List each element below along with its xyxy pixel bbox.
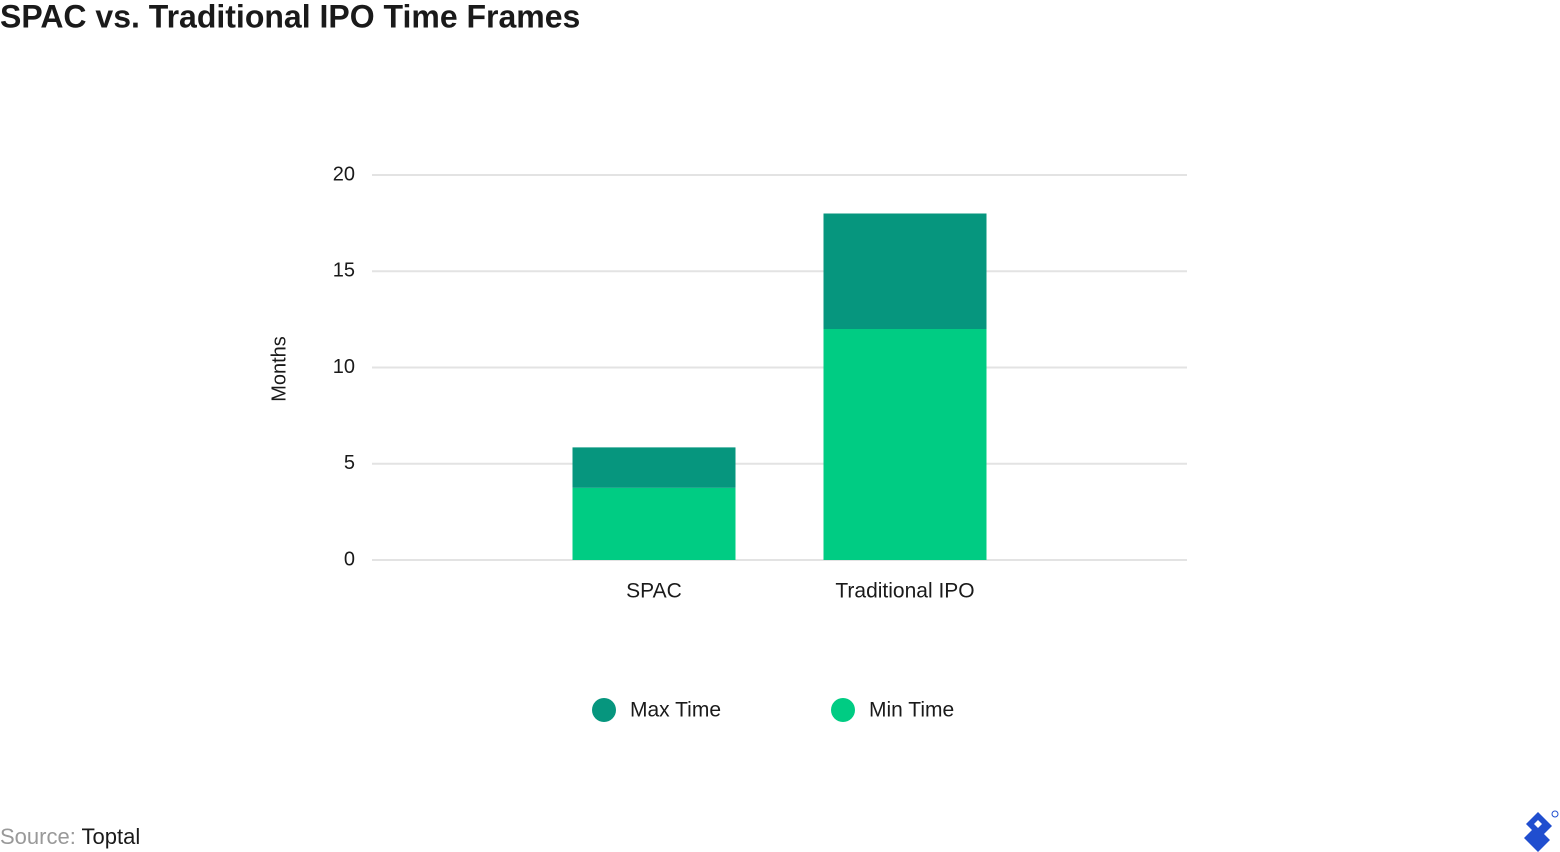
y-axis-label: Months (268, 336, 290, 402)
y-tick-label: 15 (333, 260, 355, 282)
bar-segment (823, 329, 987, 560)
y-tick-label: 10 (333, 356, 355, 378)
y-tick-label: 5 (344, 452, 355, 474)
source: Source: Toptal (0, 824, 140, 849)
source-label: Source: (0, 824, 76, 849)
logo (1524, 810, 1559, 852)
legend-label: Min Time (869, 699, 954, 722)
bar-segment (572, 447, 736, 488)
bar-segment (823, 213, 987, 329)
legend-label: Max Time (630, 699, 721, 722)
y-tick-label: 20 (333, 163, 355, 185)
bar-segment (572, 487, 736, 560)
chart-title: SPAC vs. Traditional IPO Time Frames (0, 0, 580, 34)
legend-swatch (831, 698, 855, 722)
x-tick-label: Traditional IPO (835, 580, 974, 603)
legend: Max Time Min Time (592, 698, 954, 722)
x-tick-label: SPAC (626, 580, 682, 603)
source-name: Toptal (82, 824, 141, 849)
legend-swatch (592, 698, 616, 722)
y-tick-label: 0 (344, 548, 355, 570)
